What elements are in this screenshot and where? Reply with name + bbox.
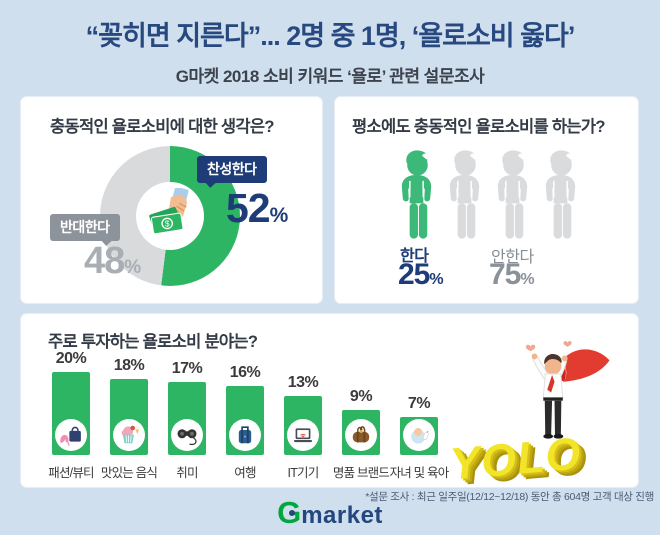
agree-label-bubble: 찬성한다	[197, 156, 267, 188]
disagree-label-bubble: 반대한다	[50, 214, 120, 246]
bar-value: 7%	[407, 395, 431, 412]
luxury-bag-icon	[345, 419, 377, 451]
percent-sign: %	[269, 204, 289, 227]
survey-note: *설문 조사 : 최근 일주일(12/12~12/18) 동안 총 604명 고…	[365, 491, 654, 503]
bar-value: 20%	[55, 350, 87, 367]
person-icon	[490, 150, 535, 243]
bar-category-label: 명품 브랜드	[332, 466, 390, 480]
page-title: “꽂히면 지른다”... 2명 중 1명, ‘욜로소비 옳다’	[85, 21, 576, 51]
percent-sign: %	[124, 257, 142, 278]
gmarket-logo-g: G	[277, 495, 302, 530]
bar-column: 7% 자녀 및 육아	[389, 335, 450, 481]
yes-value: 25%	[398, 260, 444, 290]
laptop-icon	[287, 419, 319, 451]
bar-category-label: IT기기	[287, 466, 320, 480]
fashion-icon	[55, 419, 87, 451]
bar-category-label: 취미	[176, 466, 198, 480]
bar-column: 17% 취미	[158, 335, 216, 481]
person-pictograph	[394, 150, 583, 243]
agree-value: 52%	[226, 188, 288, 229]
cheering-man-icon	[525, 341, 610, 439]
bar	[284, 396, 322, 455]
baby-icon	[403, 419, 435, 451]
bar-value: 13%	[287, 374, 319, 391]
bar-value: 18%	[113, 357, 145, 374]
percent-sign: %	[429, 271, 444, 288]
svg-text:$: $	[165, 219, 170, 229]
bar-value: 16%	[229, 364, 261, 381]
category-question: 주로 투자하는 욜로소비 분야는?	[48, 333, 258, 351]
logo-dot	[289, 510, 296, 516]
bar-category-label: 패션/뷰티	[48, 466, 94, 480]
bar-column: 18% 맛있는 음식	[100, 335, 158, 481]
opinion-panel: 충동적인 욜로소비에 대한 생각은? $ 찬성한다 52% 반대한다 48%	[20, 96, 323, 304]
bar-value: 17%	[171, 360, 203, 377]
bar-chart: 20% 패션/뷰티 18%	[42, 335, 450, 481]
bar	[342, 410, 380, 455]
no-label: 안한다	[491, 249, 534, 266]
person-icon	[442, 150, 487, 243]
gmarket-logo-market: market	[301, 502, 383, 529]
bar	[110, 379, 148, 455]
bar-value: 9%	[349, 388, 373, 405]
bar-category-label: 맛있는 음식	[100, 466, 158, 480]
category-panel: 주로 투자하는 욜로소비 분야는? 20% 패션/뷰티	[20, 313, 639, 490]
bar-category-label: 여행	[234, 466, 256, 480]
no-value: 75%	[489, 260, 535, 290]
bar-category-label: 자녀 및 육아	[389, 466, 450, 480]
percent-sign: %	[520, 271, 535, 288]
agree-number: 52	[226, 185, 271, 231]
bar-column: 16% 여행	[216, 335, 274, 481]
bar-column: 20% 패션/뷰티	[42, 335, 100, 481]
donut-hole: $	[136, 182, 204, 250]
person-icon	[394, 150, 439, 243]
page-subtitle: G마켓 2018 소비 키워드 ‘욜로’ 관련 설문조사	[175, 67, 485, 86]
food-icon	[113, 419, 145, 451]
bar-column: 13% IT기기	[274, 335, 332, 481]
disagree-label: 반대한다	[60, 219, 110, 235]
yes-number: 25	[398, 258, 430, 291]
bar	[400, 417, 438, 455]
habit-question: 평소에도 충동적인 욜로소비를 하는가?	[352, 118, 605, 136]
hand-with-money-icon: $	[149, 188, 189, 235]
yolo-illustration: YOLO	[447, 337, 648, 490]
yolo-text: YOLO	[447, 427, 584, 490]
bar-column: 9% 명품 브랜드	[332, 335, 390, 481]
disagree-value: 48%	[84, 242, 141, 280]
yes-label: 한다	[400, 248, 429, 265]
hobby-icon	[171, 419, 203, 451]
bar	[226, 386, 264, 455]
agree-label: 찬성한다	[207, 161, 257, 177]
bar	[168, 382, 206, 455]
no-number: 75	[489, 258, 521, 291]
bar	[52, 372, 90, 455]
travel-icon	[229, 419, 261, 451]
person-icon	[538, 150, 583, 243]
habit-panel: 평소에도 충동적인 욜로소비를 하는가? 한다 25% 안한다 75%	[334, 96, 639, 304]
disagree-number: 48	[84, 240, 125, 282]
opinion-question: 충동적인 욜로소비에 대한 생각은?	[50, 118, 274, 136]
